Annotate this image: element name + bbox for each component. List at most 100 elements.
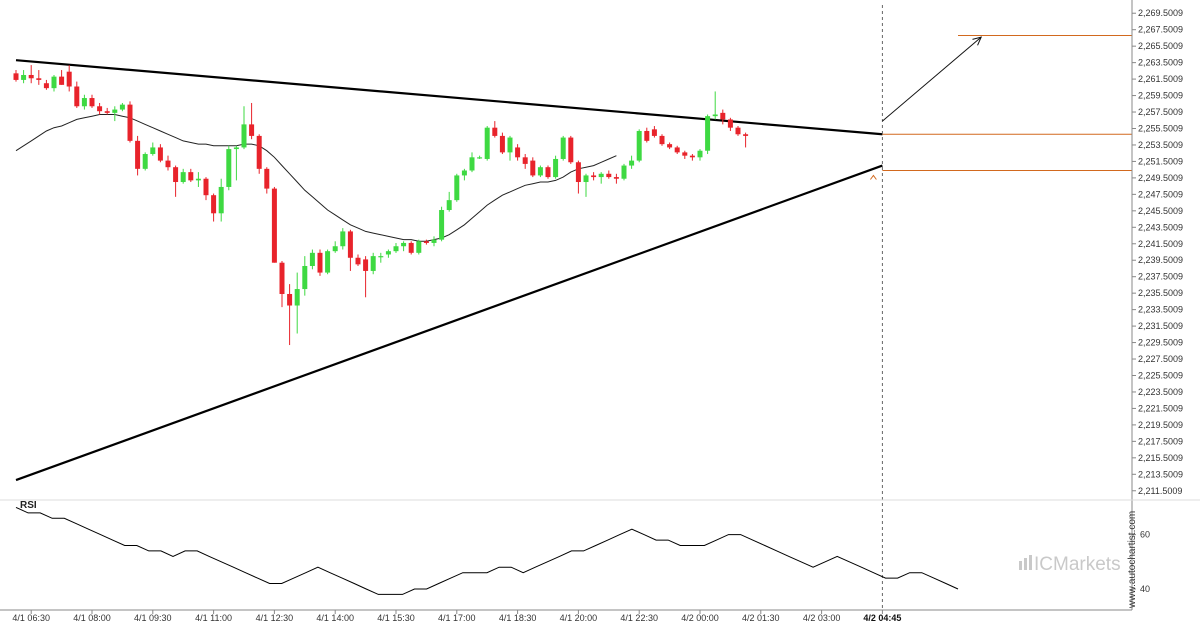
candle (568, 135, 574, 164)
candle-body (682, 152, 688, 156)
candle (689, 154, 695, 161)
candle (81, 94, 87, 110)
candle (484, 126, 490, 161)
candle-body (613, 177, 619, 179)
price-tick-label: 2,237.5009 (1138, 272, 1183, 282)
candle-body (325, 251, 331, 273)
candle (112, 106, 118, 122)
candle (697, 149, 703, 161)
candle-body (499, 135, 505, 153)
arrow-head-icon (972, 36, 983, 46)
price-tick-label: 2,255.5009 (1138, 123, 1183, 133)
candle (393, 242, 399, 253)
time-tick-label: 4/1 11:00 (195, 613, 232, 623)
time-tick-label: 4/1 06:30 (12, 613, 50, 623)
time-tick-label: 4/2 03:00 (803, 613, 841, 623)
candle (651, 126, 657, 138)
candle (325, 249, 331, 275)
candle (408, 241, 414, 255)
time-tick-label: 4/1 09:30 (134, 613, 172, 623)
candle-body (340, 231, 346, 247)
candle (659, 134, 665, 146)
candle-body (66, 71, 72, 87)
candle-body (195, 178, 201, 181)
candle (735, 126, 741, 136)
candle (287, 284, 293, 346)
candle (302, 256, 308, 296)
candle-body (203, 178, 209, 196)
candle-body (492, 127, 498, 136)
candle-body (393, 246, 399, 252)
candle (507, 135, 513, 161)
candle-body (104, 111, 110, 113)
candle-body (363, 259, 369, 271)
candle-body (743, 134, 749, 136)
candle-body (583, 175, 589, 183)
candle-body (188, 172, 194, 181)
candle (119, 102, 125, 112)
candle-body (401, 242, 407, 247)
candle-body (644, 130, 650, 141)
candle (522, 154, 528, 169)
candle-body (355, 257, 361, 265)
candle (515, 144, 521, 161)
candle-body (59, 76, 65, 85)
candle (127, 101, 133, 143)
candle-body (431, 239, 437, 243)
candle (454, 173, 460, 202)
time-tick-label: 4/2 04:45 (863, 613, 901, 623)
candle-body (165, 160, 171, 168)
rsi-line (15, 506, 959, 595)
candle-body (157, 147, 163, 161)
candle-body (97, 106, 103, 112)
time-tick-label: 4/2 00:00 (681, 613, 719, 623)
price-tick-label: 2,269.5009 (1138, 8, 1183, 18)
candle-body (256, 135, 262, 169)
candle-body (537, 167, 543, 176)
time-tick-label: 4/1 12:30 (256, 613, 294, 623)
time-tick-label: 4/2 01:30 (742, 613, 780, 623)
time-tick-label: 4/1 20:00 (560, 613, 598, 623)
candle-body (294, 289, 300, 306)
candle-body (317, 252, 323, 273)
time-axis: 4/1 06:30 4/1 08:00 4/1 09:30 4/1 11:00 4/1 … (0, 609, 1132, 623)
breakout-arrow-line (882, 36, 982, 122)
price-tick-label: 2,219.5009 (1138, 420, 1183, 430)
candle (431, 236, 437, 247)
candle (340, 228, 346, 250)
price-tick-label: 2,263.5009 (1138, 58, 1183, 68)
candle-body (21, 74, 27, 80)
candle-body (218, 186, 224, 214)
price-tick-label: 2,231.5009 (1138, 321, 1183, 331)
candle-body (469, 157, 475, 171)
candle (636, 129, 642, 163)
candle-body (423, 241, 429, 243)
time-tick-label: 4/1 08:00 (73, 613, 111, 623)
candle (583, 173, 589, 197)
candle (211, 193, 217, 222)
candle (36, 70, 42, 85)
breakout-caret-icon (870, 174, 877, 180)
candle-body (651, 129, 657, 136)
candle-body (241, 124, 247, 148)
candle-body (332, 246, 338, 252)
candle (727, 117, 733, 131)
candle (477, 155, 483, 159)
candle-body (378, 256, 384, 258)
candle-body (279, 262, 285, 294)
candle-body (636, 130, 642, 161)
time-tick-label: 4/1 22:30 (620, 613, 658, 623)
candle (150, 142, 156, 156)
candle-body (74, 86, 80, 107)
candle (598, 172, 604, 184)
candlestick-plot (13, 5, 1132, 610)
price-tick-label: 2,215.5009 (1138, 453, 1183, 463)
candle (446, 191, 452, 212)
candle (355, 254, 361, 266)
candle (203, 177, 209, 201)
candle-body (454, 175, 460, 201)
watermark: www.autochartist.com (1127, 511, 1138, 609)
time-tick-label: 4/1 18:30 (499, 613, 537, 623)
candle-body (287, 293, 293, 306)
